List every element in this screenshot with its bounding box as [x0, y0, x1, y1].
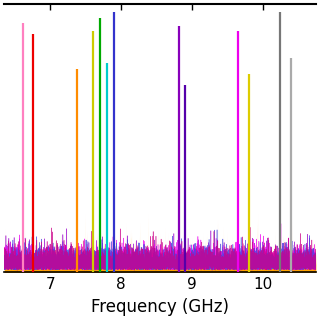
- X-axis label: Frequency (GHz): Frequency (GHz): [91, 298, 229, 316]
